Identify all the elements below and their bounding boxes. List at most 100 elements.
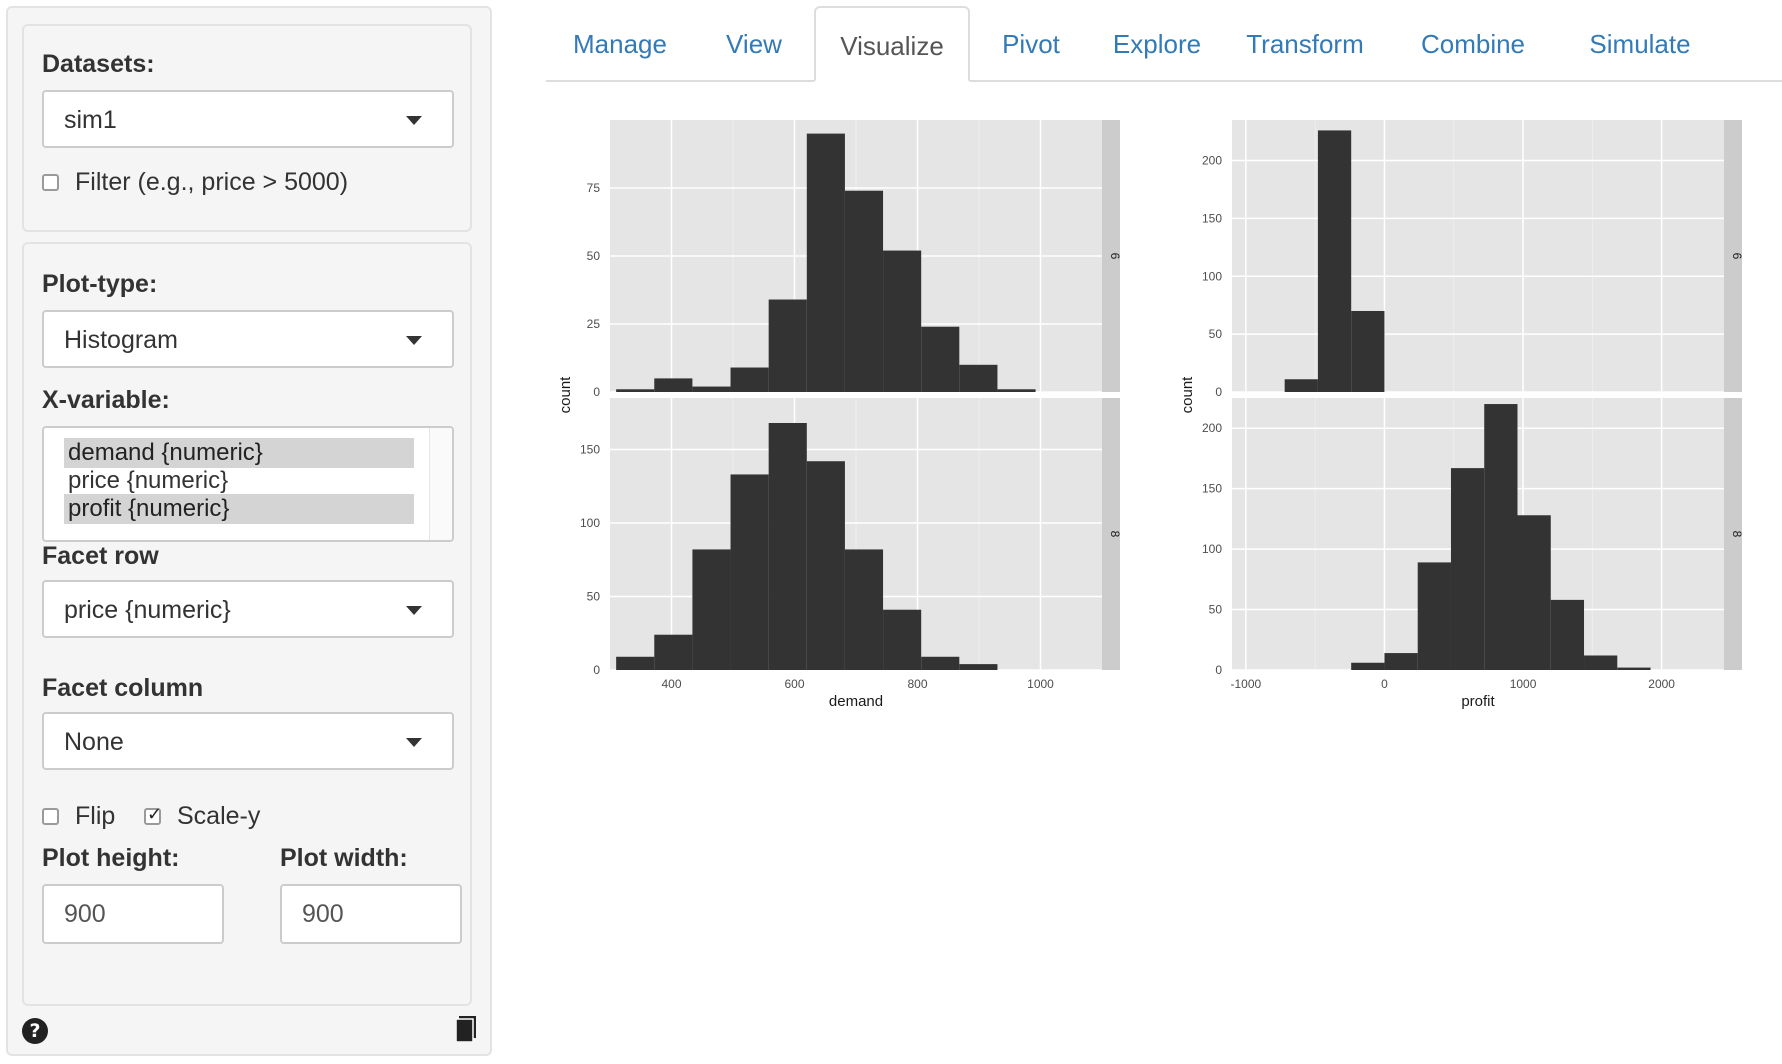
x-variable-option-demand[interactable]: demand {numeric} (64, 438, 414, 468)
x-tick-label: -1000 (1231, 677, 1262, 691)
x-tick-label: 2000 (1648, 677, 1675, 691)
chevron-down-icon (406, 116, 422, 125)
panel-background (1232, 120, 1724, 392)
histogram-bar (1550, 599, 1585, 670)
facet-column-select-value: None (64, 728, 124, 756)
histogram-bar (844, 549, 884, 670)
scale-y-checkbox[interactable] (144, 804, 162, 825)
x-variable-option-profit[interactable]: profit {numeric} (64, 494, 414, 524)
y-tick-label: 150 (1202, 211, 1222, 225)
histogram-bar (616, 656, 655, 670)
y-tick-label: 50 (1209, 327, 1223, 341)
facet-row-select-value: price {numeric} (64, 596, 231, 624)
histogram-bar (806, 133, 845, 392)
y-tick-label: 100 (1202, 269, 1222, 283)
histogram-bar (1517, 515, 1551, 670)
histogram-bar (768, 299, 807, 392)
y-tick-label: 50 (587, 249, 601, 263)
y-tick-label: 150 (580, 442, 600, 456)
filter-row: Filter (e.g., price > 5000) (42, 168, 348, 197)
histogram-bar (959, 364, 998, 392)
facet-column-select[interactable]: None (42, 712, 454, 770)
histogram-bar (616, 389, 655, 392)
question-circle-icon[interactable]: ? (22, 1018, 48, 1044)
dataset-panel: Datasets: sim1 Filter (e.g., price > 500… (22, 24, 472, 232)
filter-checkbox[interactable] (42, 174, 59, 191)
scale-y-label: Scale-y (177, 802, 261, 830)
sidebar: Datasets: sim1 Filter (e.g., price > 500… (6, 6, 492, 1056)
histogram-bar (921, 326, 960, 392)
tab-explore[interactable]: Explore (1112, 29, 1202, 59)
book-icon[interactable] (456, 1016, 476, 1042)
plot-height-label: Plot height: (42, 844, 180, 872)
histogram-bar (1384, 653, 1418, 670)
x-variable-listbox[interactable]: demand {numeric} price {numeric} profit … (42, 426, 454, 542)
listbox-scrollbar[interactable] (429, 428, 452, 540)
facet-strip (1724, 398, 1742, 670)
facet-strip (1102, 120, 1120, 392)
histogram-bar (654, 634, 693, 670)
histogram-bar (806, 461, 845, 670)
histogram-bar (1317, 130, 1352, 392)
facet-row-select[interactable]: price {numeric} (42, 580, 454, 638)
tab-combine[interactable]: Combine (1420, 29, 1526, 59)
y-tick-label: 0 (1215, 385, 1222, 399)
facet-strip (1724, 120, 1742, 392)
tab-view[interactable]: View (726, 29, 782, 59)
y-axis-label: count (557, 376, 574, 414)
histogram-bar (921, 656, 960, 670)
tab-pivot[interactable]: Pivot (1002, 29, 1060, 59)
facet-strip (1102, 398, 1120, 670)
tab-manage[interactable]: Manage (573, 29, 667, 59)
tab-simulate[interactable]: Simulate (1589, 29, 1691, 59)
facet-strip-label: 6 (1730, 253, 1744, 260)
histogram-bar (1450, 468, 1485, 670)
y-tick-label: 50 (1209, 603, 1223, 617)
facet-panel-demand-6: 0 25 50 75 6 (587, 120, 1122, 399)
x-tick-label: 400 (661, 677, 681, 691)
facet-panel-profit-6: 0 50 100 150 200 6 (1202, 120, 1744, 399)
histogram-bar (768, 422, 807, 670)
y-tick-label: 25 (587, 317, 601, 331)
y-tick-label: 0 (593, 663, 600, 677)
histogram-bar (692, 549, 731, 670)
chevron-down-icon (406, 738, 422, 747)
flip-label: Flip (75, 802, 116, 830)
plot-type-select[interactable]: Histogram (42, 310, 454, 368)
dataset-select-value: sim1 (64, 106, 117, 134)
facet-panel-profit-8: 0 50 100 150 200 8 (1202, 398, 1744, 677)
facet-panel-demand-8: 0 50 100 150 8 (580, 398, 1122, 677)
y-tick-label: 0 (1215, 663, 1222, 677)
facet-strip-label: 8 (1730, 531, 1744, 538)
plot-width-input[interactable]: 900 (280, 884, 462, 944)
x-axis-label: profit (1461, 693, 1495, 710)
y-tick-label: 50 (587, 589, 601, 603)
plot-area: 0 25 50 75 6 0 50 100 150 8 400 600 800 1000 demand cou… (546, 100, 1782, 720)
tab-transform[interactable]: Transform (1246, 29, 1364, 59)
y-tick-label: 200 (1202, 154, 1222, 168)
histogram-bar (1584, 655, 1618, 670)
x-tick-label: 0 (1381, 677, 1388, 691)
facet-row-label: Facet row (42, 542, 159, 570)
chevron-down-icon (406, 606, 422, 615)
scale-y-row: Scale-y (144, 802, 260, 831)
histogram-bar (997, 389, 1036, 392)
histogram-bar (730, 367, 769, 392)
x-axis-label: demand (829, 693, 883, 710)
flip-checkbox[interactable] (42, 808, 59, 825)
histogram-bar (1351, 310, 1385, 392)
histogram-bar (1617, 667, 1651, 670)
x-tick-label: 600 (784, 677, 804, 691)
dataset-select[interactable]: sim1 (42, 90, 454, 148)
histogram-bar (1284, 379, 1318, 392)
histogram-bar (730, 474, 769, 670)
y-axis-label: count (1179, 376, 1196, 414)
facet-strip-label: 6 (1108, 253, 1122, 260)
tab-visualize[interactable]: Visualize (814, 6, 970, 82)
histogram-bar (1351, 662, 1385, 670)
filter-label: Filter (e.g., price > 5000) (75, 168, 349, 196)
plot-height-input[interactable]: 900 (42, 884, 224, 944)
x-variable-option-price[interactable]: price {numeric} (68, 467, 229, 494)
y-tick-label: 100 (1202, 542, 1222, 556)
